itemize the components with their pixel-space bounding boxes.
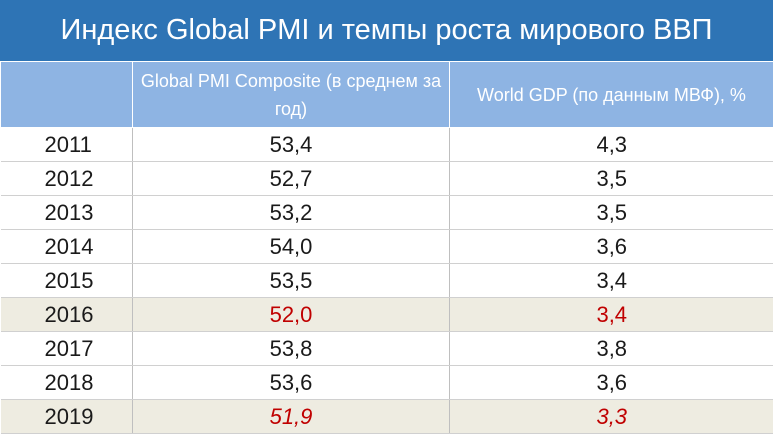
table-title: Индекс Global PMI и темпы роста мирового… xyxy=(0,0,773,61)
table-row: 2012 52,7 3,5 xyxy=(0,161,773,196)
table-row: 2019 51,9 3,3 xyxy=(0,399,773,434)
year-cell: 2018 xyxy=(0,365,133,400)
gdp-cell: 3,3 xyxy=(449,399,773,434)
pmi-cell: 53,6 xyxy=(132,365,450,400)
gdp-cell: 4,3 xyxy=(449,127,773,162)
year-cell: 2016 xyxy=(0,297,133,332)
header-row: Global PMI Composite (в среднем за год) … xyxy=(0,61,773,128)
pmi-cell: 51,9 xyxy=(132,399,450,434)
pmi-cell: 53,2 xyxy=(132,195,450,230)
year-cell: 2017 xyxy=(0,331,133,366)
gdp-cell: 3,5 xyxy=(449,161,773,196)
table-row: 2018 53,6 3,6 xyxy=(0,365,773,400)
table-row: 2015 53,5 3,4 xyxy=(0,263,773,298)
pmi-cell: 53,8 xyxy=(132,331,450,366)
pmi-cell: 52,0 xyxy=(132,297,450,332)
gdp-cell: 3,4 xyxy=(449,263,773,298)
year-cell: 2019 xyxy=(0,399,133,434)
table-row: 2017 53,8 3,8 xyxy=(0,331,773,366)
header-year xyxy=(0,61,133,128)
table-row: 2013 53,2 3,5 xyxy=(0,195,773,230)
table-row: 2011 53,4 4,3 xyxy=(0,127,773,162)
pmi-cell: 54,0 xyxy=(132,229,450,264)
year-cell: 2015 xyxy=(0,263,133,298)
header-pmi: Global PMI Composite (в среднем за год) xyxy=(132,61,450,128)
gdp-cell: 3,6 xyxy=(449,365,773,400)
year-cell: 2013 xyxy=(0,195,133,230)
pmi-cell: 53,4 xyxy=(132,127,450,162)
gdp-cell: 3,4 xyxy=(449,297,773,332)
pmi-cell: 53,5 xyxy=(132,263,450,298)
pmi-cell: 52,7 xyxy=(132,161,450,196)
data-table: Global PMI Composite (в среднем за год) … xyxy=(0,61,773,434)
table-row: 2014 54,0 3,6 xyxy=(0,229,773,264)
table-body: 2011 53,4 4,3 2012 52,7 3,5 2013 53,2 3,5 2014 54,… xyxy=(0,127,773,434)
year-cell: 2012 xyxy=(0,161,133,196)
year-cell: 2014 xyxy=(0,229,133,264)
header-gdp: World GDP (по данным МВФ), % xyxy=(449,61,773,128)
gdp-cell: 3,5 xyxy=(449,195,773,230)
year-cell: 2011 xyxy=(0,127,133,162)
table-row: 2016 52,0 3,4 xyxy=(0,297,773,332)
gdp-cell: 3,6 xyxy=(449,229,773,264)
gdp-cell: 3,8 xyxy=(449,331,773,366)
